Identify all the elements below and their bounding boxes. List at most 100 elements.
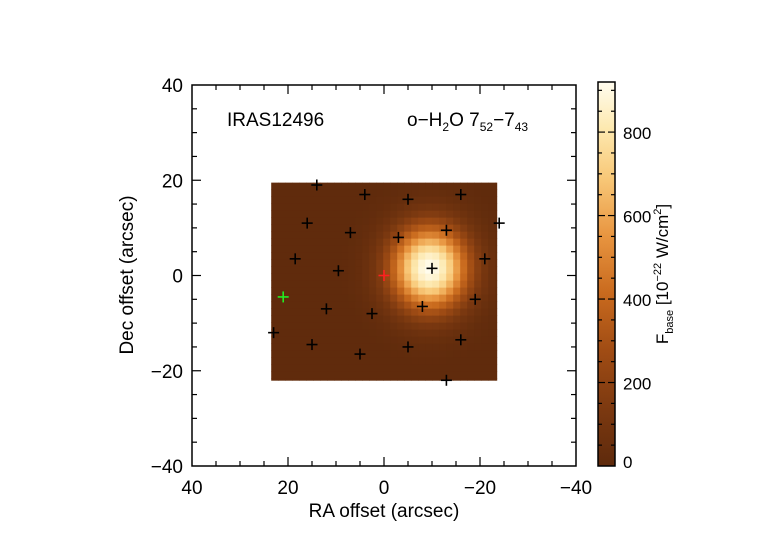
heatmap-cell [292, 217, 300, 226]
heatmap-cell [453, 378, 461, 381]
heatmap-cell [306, 231, 314, 240]
heatmap-cell [418, 231, 426, 240]
heatmap-cell [418, 217, 426, 226]
heatmap-cell [432, 336, 440, 345]
heatmap-cell [362, 231, 370, 240]
heatmap-cell [460, 287, 468, 296]
heatmap-cell [404, 259, 412, 268]
heatmap-cell [278, 343, 286, 352]
heatmap-cell [453, 357, 461, 366]
heatmap-cell [439, 371, 447, 380]
y-axis-label: Dec offset (arcsec) [117, 195, 138, 354]
spaxel-marker [344, 227, 356, 239]
heatmap-cell [362, 280, 370, 289]
heatmap-cell [439, 266, 447, 275]
heatmap-cell [362, 238, 370, 247]
heatmap-cell [474, 378, 482, 381]
heatmap-cell [481, 308, 489, 317]
heatmap-cell [313, 378, 321, 381]
heatmap-cell [341, 203, 349, 212]
heatmap-cell [376, 280, 384, 289]
heatmap-cell [313, 322, 321, 331]
heatmap-cell [460, 189, 468, 198]
heatmap-cell [278, 238, 286, 247]
heatmap-cell [390, 189, 398, 198]
heatmap-cell [418, 189, 426, 198]
heatmap-cell [446, 322, 454, 331]
heatmap-cell [411, 280, 419, 289]
heatmap-cell [418, 329, 426, 338]
heatmap-cell [313, 189, 321, 198]
heatmap-cell [425, 231, 433, 240]
spaxel-marker [268, 327, 280, 339]
heatmap-cell [362, 322, 370, 331]
heatmap-cell [495, 196, 498, 205]
heatmap-cell [299, 287, 307, 296]
heatmap-cell [411, 224, 419, 233]
heatmap-cell [327, 371, 335, 380]
heatmap-cell [404, 308, 412, 317]
heatmap-cell [467, 273, 475, 282]
heatmap-cell [320, 182, 328, 191]
heatmap-cell [341, 245, 349, 254]
heatmap-cell [278, 273, 286, 282]
heatmap-cell [299, 189, 307, 198]
heatmap-cell [278, 217, 286, 226]
heatmap-cell [369, 280, 377, 289]
heatmap-cell [278, 322, 286, 331]
heatmap-cell [327, 357, 335, 366]
heatmap-cell [432, 287, 440, 296]
heatmap-cell [495, 203, 498, 212]
heatmap-cell [341, 280, 349, 289]
heatmap-cell [439, 364, 447, 373]
heatmap-cell [439, 210, 447, 219]
heatmap-cell [439, 252, 447, 261]
heatmap-cell [355, 322, 363, 331]
heatmap-cell [327, 210, 335, 219]
heatmap-cell [397, 252, 405, 261]
heatmap-cell [439, 308, 447, 317]
heatmap-cell [404, 238, 412, 247]
heatmap-cell [446, 259, 454, 268]
heatmap-cell [334, 189, 342, 198]
heatmap-cell [404, 336, 412, 345]
heatmap-cell [432, 378, 440, 381]
heatmap-cell [432, 280, 440, 289]
heatmap-cell [439, 245, 447, 254]
heatmap-cell [355, 182, 363, 191]
heatmap-cell [313, 217, 321, 226]
heatmap-cell [348, 245, 356, 254]
heatmap-cell [481, 343, 489, 352]
heatmap-cell [439, 336, 447, 345]
heatmap-cell [411, 308, 419, 317]
heatmap-cell [418, 336, 426, 345]
heatmap-cell [271, 189, 279, 198]
heatmap-cell [397, 364, 405, 373]
heatmap-cell [411, 315, 419, 324]
heatmap-cell [383, 245, 391, 254]
heatmap-cell [446, 294, 454, 303]
heatmap-cell [404, 357, 412, 366]
heatmap-cell [446, 182, 454, 191]
heatmap-cell [488, 217, 496, 226]
source-position-marker [378, 270, 390, 281]
heatmap-cell [446, 196, 454, 205]
heatmap-cell [376, 189, 384, 198]
heatmap-cell [439, 182, 447, 191]
heatmap-cell [341, 259, 349, 268]
heatmap-cell [271, 231, 279, 240]
heatmap-cell [390, 245, 398, 254]
heatmap-cell [481, 182, 489, 191]
heatmap-cell [292, 224, 300, 233]
heatmap-cell [299, 336, 307, 345]
heatmap-cell [425, 357, 433, 366]
heatmap-cell [390, 259, 398, 268]
heatmap-cell [292, 322, 300, 331]
heatmap-cell [369, 238, 377, 247]
heatmap-cell [460, 203, 468, 212]
heatmap-cell [376, 224, 384, 233]
heatmap-cell [355, 294, 363, 303]
heatmap-cell [467, 280, 475, 289]
heatmap-cell [334, 182, 342, 191]
